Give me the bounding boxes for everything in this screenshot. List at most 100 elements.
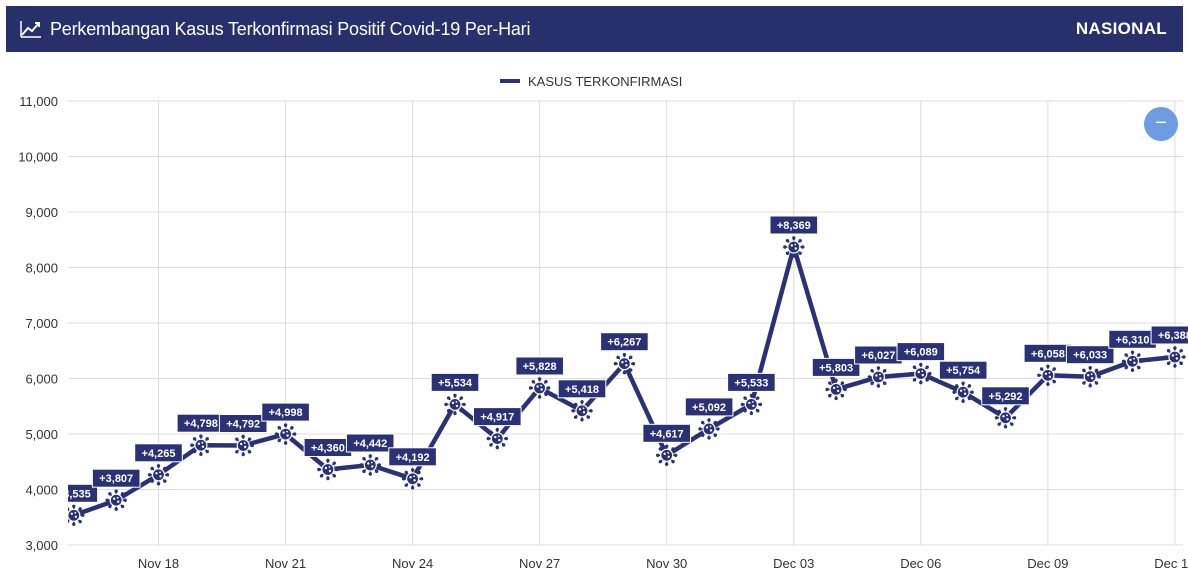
virus-marker-icon[interactable] <box>910 362 932 385</box>
y-tick-label: 11,000 <box>19 94 58 109</box>
x-tick-label: Nov 18 <box>138 556 179 571</box>
virus-marker-icon[interactable] <box>401 468 424 490</box>
virus-marker-icon[interactable] <box>105 489 127 511</box>
virus-marker-icon[interactable] <box>1164 346 1186 368</box>
virus-marker-icon[interactable] <box>952 381 974 403</box>
header-bar: Perkembangan Kasus Terkonfirmasi Positif… <box>6 6 1183 52</box>
y-tick-label: 6,000 <box>25 372 58 387</box>
virus-marker-icon[interactable] <box>613 353 636 375</box>
virus-marker-icon[interactable] <box>783 236 805 258</box>
svg-text:+6,058: +6,058 <box>1031 348 1065 360</box>
svg-text:+5,754: +5,754 <box>946 365 981 377</box>
virus-marker-icon[interactable] <box>63 504 85 526</box>
x-tick-label: Dec 03 <box>773 556 814 571</box>
data-label: +5,803 <box>811 357 861 377</box>
line-chart-icon <box>20 20 42 38</box>
svg-text:+4,917: +4,917 <box>480 412 514 424</box>
svg-text:+4,360: +4,360 <box>311 443 345 455</box>
virus-marker-icon[interactable] <box>698 418 720 440</box>
data-label: +5,092 <box>684 397 734 417</box>
virus-marker-icon[interactable] <box>1037 364 1059 386</box>
x-tick-label: Nov 24 <box>392 556 433 571</box>
virus-marker-icon[interactable] <box>867 366 890 388</box>
svg-text:+6,033: +6,033 <box>1073 350 1107 362</box>
virus-marker-icon[interactable] <box>571 400 593 422</box>
data-label: +6,267 <box>600 332 649 352</box>
svg-text:+4,265: +4,265 <box>142 448 176 460</box>
x-tick-label: Nov 30 <box>646 556 687 571</box>
page-title: Perkembangan Kasus Terkonfirmasi Positif… <box>50 18 531 39</box>
x-tick-label: Nov 27 <box>519 556 560 571</box>
data-label: +5,828 <box>515 356 565 376</box>
header-title-group: Perkembangan Kasus Terkonfirmasi Positif… <box>20 19 530 40</box>
svg-text:+4,998: +4,998 <box>269 407 303 419</box>
svg-text:+6,310: +6,310 <box>1116 334 1150 346</box>
data-label: +6,089 <box>896 342 946 362</box>
svg-text:+5,292: +5,292 <box>989 391 1023 403</box>
virus-marker-icon[interactable] <box>528 377 551 399</box>
zoom-out-button[interactable]: − <box>1144 107 1178 141</box>
data-label: +5,292 <box>981 386 1030 406</box>
svg-text:+5,533: +5,533 <box>734 377 768 389</box>
svg-text:+6,388: +6,388 <box>1158 330 1188 342</box>
svg-text:+4,792: +4,792 <box>226 419 260 431</box>
data-label: +3,535 <box>68 483 99 503</box>
data-markers <box>63 236 1186 526</box>
data-label: +4,917 <box>473 407 522 427</box>
legend[interactable]: KASUS TERKONFIRMASI <box>500 74 682 89</box>
y-tick-label: 4,000 <box>25 483 58 498</box>
svg-text:+5,418: +5,418 <box>565 384 599 396</box>
virus-marker-icon[interactable] <box>444 393 466 416</box>
data-label: +4,792 <box>218 414 268 433</box>
x-tick-label: Dec 12 <box>1154 556 1188 571</box>
virus-marker-icon[interactable] <box>656 444 678 466</box>
svg-text:+6,267: +6,267 <box>607 337 641 349</box>
svg-text:+3,807: +3,807 <box>99 473 133 485</box>
virus-marker-icon[interactable] <box>1121 350 1144 372</box>
svg-text:+4,442: +4,442 <box>353 438 387 450</box>
data-label: +4,617 <box>642 423 692 443</box>
virus-marker-icon[interactable] <box>232 434 254 457</box>
svg-text:+6,027: +6,027 <box>861 350 895 362</box>
data-label: +6,388 <box>1150 325 1188 345</box>
x-tick-label: Dec 09 <box>1027 556 1068 571</box>
data-labels: +3,535 +3,807 +4,265 +4,798 +4,792 +4,998 +4,3… <box>68 215 1188 503</box>
data-label: +4,998 <box>261 402 310 422</box>
virus-marker-icon[interactable] <box>486 427 508 450</box>
scope-badge: NASIONAL <box>1075 19 1167 38</box>
series-kasus-terkonfirmasi <box>68 244 1178 520</box>
virus-marker-icon[interactable] <box>1079 366 1101 388</box>
data-label: +8,369 <box>769 215 819 235</box>
svg-text:+5,828: +5,828 <box>523 361 557 373</box>
series-line <box>68 244 1178 520</box>
data-label: +4,265 <box>134 443 183 463</box>
data-label: +5,534 <box>430 372 480 392</box>
virus-marker-icon[interactable] <box>740 393 763 416</box>
data-label: +3,807 <box>91 468 141 488</box>
y-tick-label: 5,000 <box>25 427 58 442</box>
svg-text:+5,534: +5,534 <box>438 377 473 389</box>
virus-marker-icon[interactable] <box>317 458 339 481</box>
y-tick-label: 8,000 <box>25 261 58 276</box>
data-label: +5,533 <box>727 372 776 392</box>
virus-marker-icon[interactable] <box>994 407 1017 429</box>
virus-marker-icon[interactable] <box>190 434 212 456</box>
data-label: +4,442 <box>345 433 395 453</box>
grid-lines <box>68 100 1183 546</box>
y-tick-label: 3,000 <box>25 538 58 553</box>
virus-marker-icon[interactable] <box>274 423 297 445</box>
data-label: +4,798 <box>176 413 226 433</box>
data-label: +6,027 <box>854 345 903 365</box>
x-tick-label: Dec 06 <box>900 556 941 571</box>
virus-marker-icon[interactable] <box>147 464 170 486</box>
svg-text:+4,192: +4,192 <box>396 452 430 464</box>
x-tick-label: Nov 21 <box>265 556 306 571</box>
data-label: +5,418 <box>557 379 607 399</box>
virus-marker-icon[interactable] <box>825 378 847 401</box>
y-tick-label: 7,000 <box>25 316 58 331</box>
virus-marker-icon[interactable] <box>359 454 381 476</box>
svg-text:+4,798: +4,798 <box>184 418 218 430</box>
svg-text:+8,369: +8,369 <box>777 220 811 232</box>
